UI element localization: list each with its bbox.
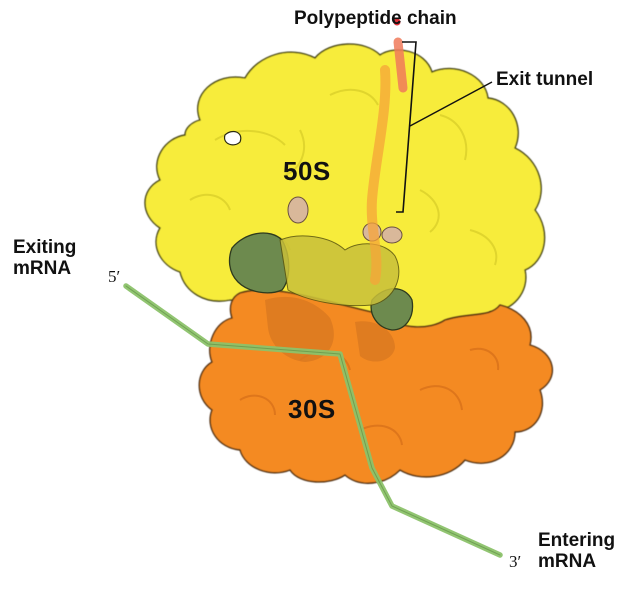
- exit-tunnel-bracket: [396, 41, 417, 213]
- exiting-mrna-label: Exiting mRNA: [13, 237, 77, 279]
- polypeptide-tip: [393, 18, 401, 26]
- polypeptide-chain: [393, 37, 408, 93]
- entering-mrna-label: Entering mRNA: [538, 530, 616, 572]
- entering-mrna-line2: mRNA: [538, 550, 597, 572]
- exit-tunnel-label: Exit tunnel: [496, 69, 594, 90]
- exit-tunnel: [366, 65, 391, 285]
- mrna-strand-outline: [125, 285, 501, 556]
- exiting-mrna-line1: Exiting: [13, 237, 77, 258]
- three-prime-label: 3′: [509, 552, 522, 571]
- polypeptide-chain-label: Polypeptide chain: [294, 8, 457, 29]
- exit-tunnel-pointer: [409, 81, 493, 127]
- small-subunit-label: 30S: [288, 394, 336, 424]
- exiting-mrna-line2: mRNA: [13, 257, 72, 279]
- entering-mrna-line1: Entering: [538, 530, 616, 551]
- five-prime-label: 5′: [108, 267, 121, 286]
- large-subunit-label: 50S: [283, 156, 331, 186]
- trna-molecules: [228, 232, 414, 331]
